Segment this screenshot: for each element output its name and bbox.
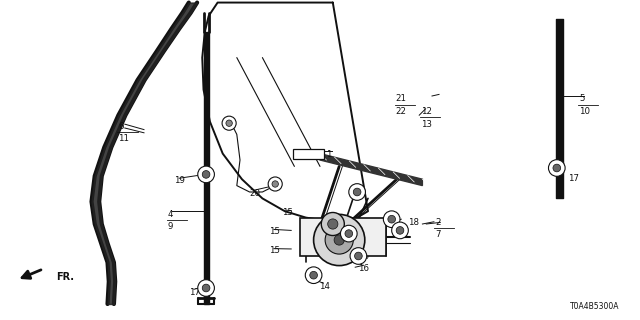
Circle shape [396, 227, 404, 234]
Polygon shape [320, 154, 422, 186]
Circle shape [314, 214, 365, 266]
Circle shape [328, 219, 338, 229]
Text: 16: 16 [358, 264, 369, 273]
Circle shape [272, 181, 278, 187]
Circle shape [325, 226, 353, 254]
Circle shape [349, 184, 365, 200]
Circle shape [345, 230, 353, 237]
Circle shape [350, 248, 367, 264]
Circle shape [198, 280, 214, 296]
Text: 15: 15 [269, 246, 280, 255]
Circle shape [268, 177, 282, 191]
Text: 1: 1 [326, 150, 332, 159]
Text: 8: 8 [348, 237, 354, 246]
Text: 15: 15 [282, 208, 292, 217]
Text: 7: 7 [435, 230, 441, 239]
Circle shape [222, 116, 236, 130]
Circle shape [202, 284, 210, 292]
Text: 19: 19 [174, 176, 185, 185]
Circle shape [340, 225, 357, 242]
Text: 18: 18 [408, 218, 419, 227]
Text: 4: 4 [168, 210, 173, 219]
Text: 2: 2 [435, 218, 441, 227]
Text: 13: 13 [421, 120, 432, 129]
Circle shape [321, 212, 344, 236]
Circle shape [388, 215, 396, 223]
Circle shape [305, 267, 322, 284]
Circle shape [334, 235, 344, 245]
Text: 21: 21 [396, 94, 406, 103]
Text: 11: 11 [118, 134, 129, 143]
Text: 16: 16 [358, 252, 369, 261]
Circle shape [310, 271, 317, 279]
Text: T0A4B5300A: T0A4B5300A [570, 302, 619, 311]
Circle shape [355, 252, 362, 260]
Bar [293, 149, 324, 159]
Circle shape [548, 160, 565, 176]
Text: 10: 10 [579, 107, 590, 116]
Text: 17: 17 [568, 174, 579, 183]
Circle shape [383, 211, 400, 228]
Text: 22: 22 [396, 107, 406, 116]
Circle shape [226, 120, 232, 126]
Text: 14: 14 [319, 282, 330, 291]
Circle shape [202, 171, 210, 178]
Bar [300, 218, 386, 256]
Circle shape [553, 164, 561, 172]
Circle shape [353, 188, 361, 196]
Text: 12: 12 [421, 107, 432, 116]
Text: 5: 5 [579, 94, 585, 103]
Text: 3: 3 [348, 230, 354, 239]
Text: 9: 9 [168, 222, 173, 231]
Text: 6: 6 [118, 122, 124, 131]
Text: 15: 15 [269, 227, 280, 236]
Circle shape [392, 222, 408, 239]
Text: 20: 20 [250, 189, 260, 198]
Text: 17: 17 [189, 288, 200, 297]
Text: FR.: FR. [56, 272, 74, 282]
Circle shape [198, 166, 214, 183]
